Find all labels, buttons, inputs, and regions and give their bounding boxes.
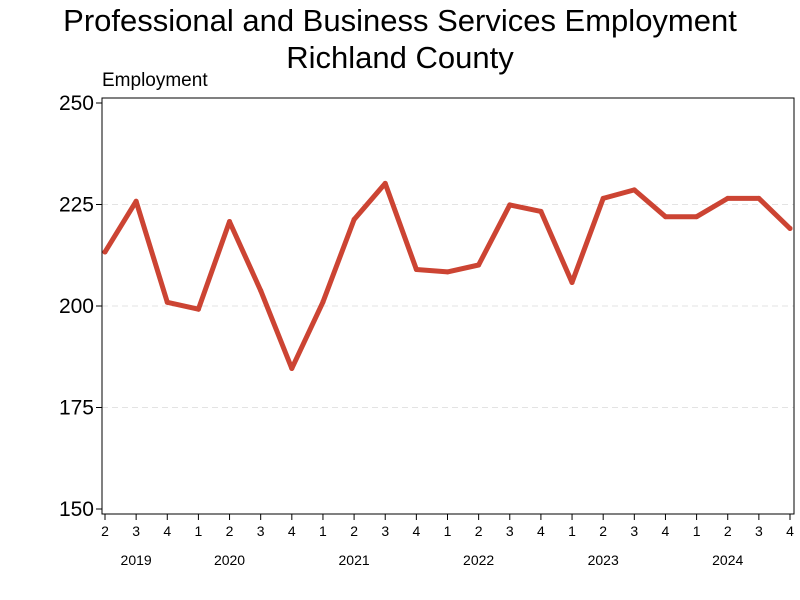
x-tick-label: 4 bbox=[288, 523, 296, 539]
data-point bbox=[227, 219, 233, 225]
x-tick-label: 2 bbox=[350, 523, 358, 539]
y-tick-label: 250 bbox=[59, 92, 94, 115]
x-tick-label: 1 bbox=[568, 523, 576, 539]
x-year-label: 2024 bbox=[712, 552, 743, 568]
x-year-label: 2019 bbox=[121, 552, 152, 568]
series-group bbox=[102, 180, 793, 372]
x-tick-label: 1 bbox=[319, 523, 327, 539]
data-point bbox=[289, 366, 295, 372]
data-point bbox=[445, 269, 450, 275]
x-tick-label: 4 bbox=[662, 523, 670, 539]
y-tick-label: 175 bbox=[59, 397, 94, 420]
chart-title-line: Professional and Business Services Emplo… bbox=[63, 3, 737, 38]
x-tick-label: 3 bbox=[381, 523, 389, 539]
x-tick-label: 1 bbox=[444, 523, 452, 539]
data-point bbox=[725, 195, 731, 201]
x-year-label: 2020 bbox=[214, 552, 245, 568]
data-point bbox=[662, 214, 668, 220]
data-point bbox=[476, 262, 482, 268]
x-tick-label: 4 bbox=[786, 523, 794, 539]
data-point bbox=[258, 288, 264, 294]
data-point bbox=[382, 180, 388, 186]
x-year-label: 2022 bbox=[463, 552, 494, 568]
x-tick-label: 4 bbox=[163, 523, 171, 539]
x-tick-label: 4 bbox=[537, 523, 545, 539]
x-axis: 2 3 4 1 2 3 4 1 2 3 4 1 2 3 4 1 2 3 4 1 2 3 4 2019 2020 2021 2022 2… bbox=[101, 514, 794, 568]
data-point bbox=[600, 195, 606, 201]
data-point bbox=[164, 299, 170, 305]
chart-subtitle: Richland County bbox=[286, 40, 514, 75]
x-tick-label: 3 bbox=[257, 523, 265, 539]
data-point bbox=[538, 208, 544, 214]
data-point bbox=[102, 249, 108, 255]
y-tick-label: 225 bbox=[59, 194, 94, 217]
x-tick-label: 1 bbox=[693, 523, 701, 539]
x-tick-label: 2 bbox=[599, 523, 607, 539]
x-tick-label: 3 bbox=[755, 523, 763, 539]
y-tick-label: 150 bbox=[59, 498, 94, 521]
data-point bbox=[507, 202, 513, 208]
series-line bbox=[102, 180, 793, 371]
x-tick-label: 3 bbox=[506, 523, 514, 539]
x-tick-label: 3 bbox=[132, 523, 140, 539]
x-tick-label: 2 bbox=[724, 523, 732, 539]
x-tick-label: 4 bbox=[412, 523, 420, 539]
data-point bbox=[569, 279, 575, 285]
chart-title: Professional and Business Services Emplo… bbox=[0, 2, 800, 76]
data-point bbox=[756, 195, 762, 201]
gridlines bbox=[102, 204, 794, 408]
data-point bbox=[413, 266, 419, 272]
data-point bbox=[631, 187, 637, 193]
data-point bbox=[133, 198, 139, 204]
x-year-label: 2021 bbox=[339, 552, 370, 568]
data-point bbox=[195, 306, 201, 312]
x-tick-label: 2 bbox=[101, 523, 109, 539]
x-tick-label: 2 bbox=[226, 523, 234, 539]
data-point bbox=[787, 225, 793, 231]
x-tick-label: 2 bbox=[475, 523, 483, 539]
y-axis-label: Employment bbox=[102, 70, 208, 91]
data-point bbox=[320, 299, 326, 305]
x-tick-label: 1 bbox=[195, 523, 203, 539]
y-tick-label: 200 bbox=[59, 295, 94, 318]
x-tick-label: 3 bbox=[630, 523, 638, 539]
data-point bbox=[694, 214, 700, 220]
x-year-label: 2023 bbox=[588, 552, 619, 568]
y-axis: 150 175 200 225 250 bbox=[59, 92, 102, 521]
data-point bbox=[351, 217, 357, 223]
